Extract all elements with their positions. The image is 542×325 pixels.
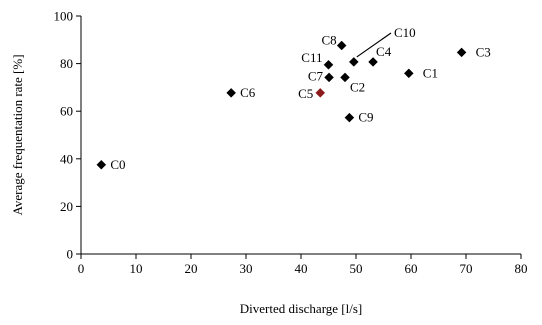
data-point-c11	[323, 59, 334, 70]
x-tick-label: 10	[130, 261, 143, 276]
y-tick-label: 60	[60, 104, 73, 119]
data-point-c2	[340, 72, 350, 83]
point-label-c11: C11	[301, 50, 322, 65]
point-label-c7: C7	[308, 68, 324, 83]
data-point-c3	[456, 47, 467, 58]
y-tick-label: 20	[60, 199, 73, 214]
point-label-c8: C8	[322, 33, 337, 48]
x-tick-label: 80	[515, 261, 528, 276]
x-tick-label: 50	[350, 261, 363, 276]
y-tick-label: 40	[60, 151, 73, 166]
y-tick-label: 100	[54, 9, 74, 24]
point-label-c2: C2	[350, 79, 365, 94]
y-axis-title: Average frequentation rate [%]	[10, 54, 25, 215]
data-point-c9	[344, 112, 355, 123]
point-label-c5: C5	[298, 86, 313, 101]
y-tick-label: 80	[60, 56, 73, 71]
data-point-c5	[315, 88, 326, 98]
data-points	[96, 40, 467, 170]
point-label-c6: C6	[240, 85, 256, 100]
x-axis-ticks: 0 10 20 30 40 50 60 70 80	[78, 254, 528, 276]
point-label-c1: C1	[423, 65, 438, 80]
data-point-c6	[226, 88, 237, 98]
leader-line-c10	[356, 32, 392, 58]
data-point-c4	[368, 57, 378, 67]
data-point-c7	[324, 72, 334, 83]
point-label-c10: C10	[394, 25, 416, 40]
x-tick-label: 40	[295, 261, 308, 276]
data-point-c8	[336, 40, 347, 51]
x-tick-label: 70	[460, 261, 473, 276]
x-axis-title: Diverted discharge [l/s]	[240, 301, 363, 316]
point-label-c0: C0	[110, 157, 125, 172]
leader-lines	[356, 32, 392, 58]
x-tick-label: 20	[185, 261, 198, 276]
data-point-c1	[403, 68, 414, 79]
point-label-c9: C9	[358, 110, 373, 125]
data-point-c0	[96, 159, 107, 170]
x-tick-label: 0	[78, 261, 85, 276]
y-axis-ticks: 0 20 40 60 80 100	[54, 9, 81, 262]
y-tick-label: 0	[67, 247, 74, 262]
point-label-c3: C3	[476, 44, 491, 59]
x-tick-label: 60	[405, 261, 418, 276]
point-label-c4: C4	[376, 44, 392, 59]
data-point-c10	[348, 57, 359, 67]
x-tick-label: 30	[240, 261, 253, 276]
